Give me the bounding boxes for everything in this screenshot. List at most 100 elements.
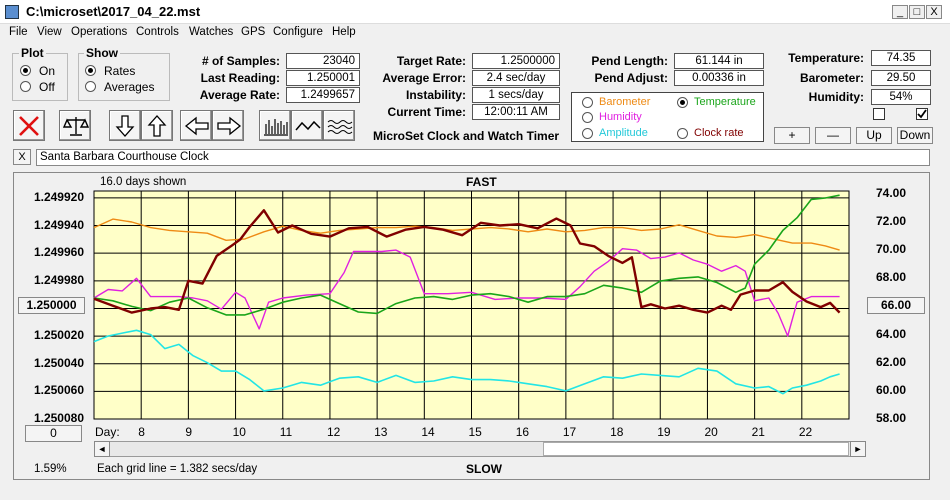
env-checkbox-2[interactable] (916, 108, 928, 120)
temperature-radio[interactable] (677, 97, 688, 108)
maximize-button[interactable]: □ (909, 5, 925, 19)
x-tick-label: 22 (798, 425, 813, 439)
x-tick-label: 18 (610, 425, 624, 439)
temperature-label: Temperature: (788, 51, 864, 65)
day-axis-label: Day: (95, 425, 120, 439)
menu-gps[interactable]: GPS (241, 26, 266, 38)
title-bar: C:\microset\2017_04_22.mst _ □ X (0, 0, 950, 24)
instability-value: 1 secs/day (472, 87, 560, 103)
series-line-amplitude (93, 329, 840, 395)
x-tick-label: 13 (374, 425, 388, 439)
series-line-humidity (93, 247, 840, 337)
stop-button[interactable] (13, 110, 45, 141)
series-line-temperature (93, 194, 840, 316)
clock-rate-option: Clock rate (694, 127, 744, 139)
scroll-right-button[interactable]: ► (850, 441, 866, 457)
slow-label: SLOW (466, 462, 502, 476)
average-rate-label: Average Rate: (199, 88, 280, 102)
y-right-tick-label: 62.00 (875, 354, 906, 369)
app-caption: MicroSet Clock and Watch Timer (373, 129, 560, 143)
samples-label: # of Samples: (201, 54, 280, 68)
arrow-up-button[interactable] (141, 110, 173, 141)
plot-off-radio[interactable] (20, 81, 31, 92)
menu-operations[interactable]: Operations (71, 26, 128, 38)
balance-button[interactable] (59, 110, 91, 141)
close-button[interactable]: X (926, 5, 942, 19)
center-rate-button[interactable]: 1.250000 (18, 297, 85, 314)
y-left-tick-label: 1.249960 (33, 245, 84, 260)
bar-graph-icon (264, 119, 288, 136)
clock-rate-radio[interactable] (677, 128, 688, 139)
target-rate-value: 1.2500000 (472, 53, 560, 69)
y-left-tick-label: 1.250020 (33, 328, 84, 343)
x-tick-label: 19 (657, 425, 671, 439)
menu-controls[interactable]: Controls (136, 26, 179, 38)
window-title: C:\microset\2017_04_22.mst (26, 4, 201, 19)
minus-button[interactable]: — (815, 127, 851, 144)
amplitude-radio[interactable] (582, 128, 593, 139)
menu-configure[interactable]: Configure (273, 26, 323, 38)
trace-selector: Barometer Temperature Humidity Amplitude… (571, 92, 764, 142)
bars-view-button[interactable] (259, 110, 291, 141)
y-right-tick-label: 60.00 (875, 382, 906, 397)
y-left-tick-label: 1.249940 (33, 217, 84, 232)
menu-view[interactable]: View (37, 26, 62, 38)
arrow-right-button[interactable] (212, 110, 244, 141)
scroll-left-button[interactable]: ◄ (94, 441, 110, 457)
barometer-value: 29.50 (871, 70, 931, 86)
clock-name-input[interactable]: Santa Barbara Courthouse Clock (36, 149, 930, 166)
humidity-label: Humidity: (808, 90, 864, 104)
menu-watches[interactable]: Watches (189, 26, 234, 38)
y-left-tick-label: 1.249980 (33, 272, 84, 287)
humidity-option: Humidity (599, 111, 642, 123)
show-rates-radio[interactable] (85, 65, 96, 76)
arrow-left-button[interactable] (180, 110, 212, 141)
app-icon (5, 5, 19, 19)
barometer-radio[interactable] (582, 97, 593, 108)
average-rate-value: 1.2499657 (286, 87, 360, 103)
clear-clock-button[interactable]: X (13, 149, 31, 165)
current-time-value: 12:00:11 AM (472, 104, 560, 120)
average-error-label: Average Error: (382, 71, 466, 85)
up-button[interactable]: Up (856, 127, 892, 144)
y-right-tick-label: 58.00 (875, 411, 906, 425)
show-group-title: Show (84, 46, 120, 60)
y-left-tick-label: 1.250080 (33, 411, 84, 425)
arrow-up-icon (147, 115, 167, 137)
series-line-rate (93, 209, 841, 314)
center-temp-button[interactable]: 66.00 (867, 297, 925, 314)
wave-view-button[interactable] (323, 110, 355, 141)
arrow-right-icon (217, 116, 242, 136)
y-right-tick-label: 74.00 (875, 185, 906, 200)
temperature-option: Temperature (694, 96, 756, 108)
last-reading-label: Last Reading: (200, 71, 280, 85)
plus-button[interactable]: + (774, 127, 810, 144)
line-view-button[interactable] (291, 110, 323, 141)
x-tick-label: 17 (562, 425, 577, 439)
menu-help[interactable]: Help (332, 26, 356, 38)
scroll-thumb[interactable] (543, 442, 849, 456)
down-button[interactable]: Down (897, 127, 933, 144)
minimize-button[interactable]: _ (892, 5, 908, 19)
waves-icon (327, 120, 353, 134)
offset-button[interactable]: 0 (25, 425, 82, 442)
env-checkbox-1[interactable] (873, 108, 885, 120)
plot-on-label: On (39, 64, 56, 78)
plot-on-radio[interactable] (20, 65, 31, 76)
pend-length-value: 61.144 in (674, 53, 764, 69)
arrow-down-icon (115, 115, 135, 137)
menu-file[interactable]: File (9, 26, 28, 38)
average-error-value: 2.4 sec/day (472, 70, 560, 86)
fast-label: FAST (466, 175, 497, 189)
y-right-tick-label: 64.00 (875, 326, 906, 341)
show-averages-label: Averages (104, 80, 155, 94)
x-tick-label: 21 (751, 425, 765, 439)
pend-adjust-label: Pend Adjust: (594, 71, 668, 85)
samples-value: 23040 (286, 53, 360, 69)
show-averages-radio[interactable] (85, 81, 96, 92)
arrow-down-button[interactable] (109, 110, 141, 141)
humidity-radio[interactable] (582, 112, 593, 123)
x-tick-label: 14 (421, 425, 435, 439)
target-rate-label: Target Rate: (396, 54, 466, 68)
